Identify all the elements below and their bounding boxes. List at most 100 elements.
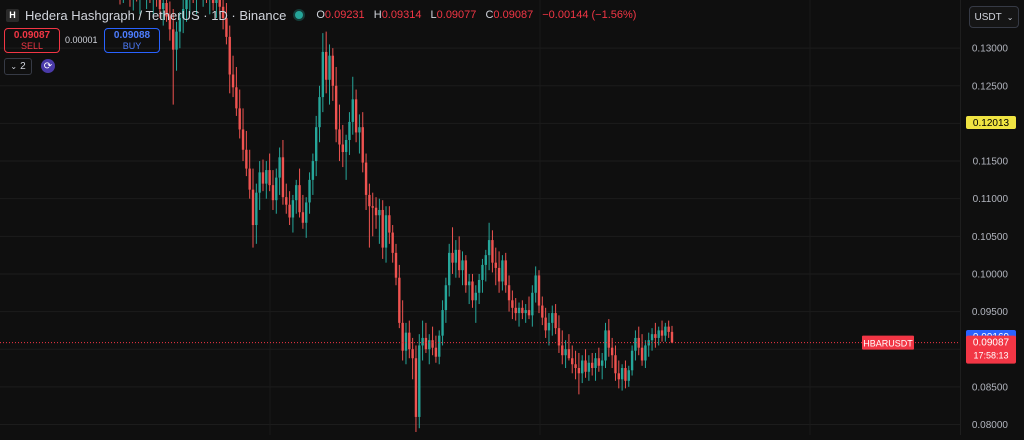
countdown-label: 17:58:13 <box>973 351 1008 361</box>
candle-body <box>281 157 285 198</box>
ohlc-open-key: O <box>316 9 325 21</box>
candle-body <box>321 51 325 98</box>
sell-label: SELL <box>20 40 44 51</box>
price-axis-border <box>960 0 961 435</box>
indicators-count: 2 <box>20 61 26 72</box>
candle-body <box>654 334 657 338</box>
candle-body <box>664 326 667 336</box>
candle-body <box>305 202 308 223</box>
candle-body <box>597 358 601 366</box>
ohlc-close-value: 0.09087 <box>493 9 534 21</box>
ohlc-high-key: H <box>373 9 382 21</box>
candle-body <box>604 330 607 361</box>
sell-button[interactable]: 0.09087 SELL <box>4 28 60 53</box>
buy-label: BUY <box>122 40 142 51</box>
candle-body <box>451 252 454 263</box>
candle-body <box>584 360 587 372</box>
candle-body <box>481 264 484 280</box>
price-axis[interactable]: 0.130000.125000.120000.115000.110000.105… <box>966 44 1016 431</box>
candle-body <box>251 189 255 226</box>
candle-body <box>334 85 338 130</box>
candle-body <box>388 215 391 233</box>
candle-body <box>308 179 311 203</box>
candle-body <box>411 349 414 359</box>
candle-body <box>551 313 554 323</box>
candle-body <box>295 185 298 201</box>
candle-body <box>324 51 328 80</box>
indicators-toggle[interactable]: ⌄ 2 <box>4 58 32 75</box>
candle-body <box>351 99 354 122</box>
candle-body <box>617 373 620 380</box>
currency-selector[interactable]: USDT ⌄ <box>969 6 1019 28</box>
candle-body <box>364 162 368 195</box>
candle-body <box>301 212 305 223</box>
price-marker <box>966 335 1016 364</box>
candle-body <box>557 328 561 346</box>
candle-body <box>424 337 428 350</box>
candle-body <box>404 332 408 351</box>
spread-value: 0.00001 <box>65 35 98 45</box>
candle-body <box>285 197 288 205</box>
candle-body <box>255 192 258 226</box>
symbol-title[interactable]: Hedera Hashgraph / TetherUS · 1D · Binan… <box>25 7 287 23</box>
candle-body <box>245 149 248 169</box>
candle-body <box>231 74 235 88</box>
candle-layer <box>119 0 674 432</box>
candle-body <box>474 292 478 301</box>
candle-body <box>667 326 670 332</box>
refresh-icon[interactable]: ⟳ <box>41 59 55 73</box>
candle-body <box>181 9 185 19</box>
candle-body <box>607 330 611 348</box>
candle-body <box>561 345 564 356</box>
candle-body <box>221 6 225 19</box>
candle-body <box>275 177 278 201</box>
candle-body <box>501 260 504 282</box>
candle-body <box>477 279 481 293</box>
candle-body <box>438 335 441 357</box>
candle-body <box>581 360 584 374</box>
candle-body <box>630 350 634 371</box>
candle-body <box>624 368 627 381</box>
y-tick-label: 0.10500 <box>972 232 1009 243</box>
candle-body <box>428 340 431 350</box>
candle-body <box>258 172 261 193</box>
candle-body <box>215 0 218 4</box>
candle-body <box>168 16 172 30</box>
candle-body <box>454 249 458 263</box>
candle-body <box>600 360 604 366</box>
chevron-down-icon: ⌄ <box>1006 12 1014 22</box>
candle-body <box>514 307 517 314</box>
candle-body <box>507 285 511 301</box>
candle-body <box>298 185 301 213</box>
candle-body <box>165 3 168 17</box>
overlay-layer: HBARUSDT <box>0 335 960 350</box>
candle-body <box>487 240 491 256</box>
candle-body <box>577 368 581 374</box>
candle-body <box>574 364 577 369</box>
candle-body <box>571 358 574 365</box>
sell-price: 0.09087 <box>13 29 51 41</box>
candle-body <box>401 322 404 351</box>
symbol-price-tag-label: HBARUSDT <box>863 339 913 349</box>
candle-body <box>650 334 654 341</box>
candle-body <box>354 99 358 133</box>
y-tick-label: 0.10000 <box>972 269 1009 280</box>
candle-body <box>660 330 664 336</box>
candle-body <box>341 144 344 153</box>
buy-button[interactable]: 0.09088 BUY <box>104 28 160 53</box>
y-tick-label: 0.08500 <box>972 382 1009 393</box>
candle-body <box>564 349 567 356</box>
symbol-price-tag <box>862 335 914 350</box>
candle-body <box>627 370 630 381</box>
candle-body <box>497 267 501 282</box>
candle-body <box>311 161 315 180</box>
candle-body <box>384 215 388 248</box>
candle-body <box>587 362 591 372</box>
candle-body <box>670 331 674 343</box>
candle-body <box>394 252 398 278</box>
candle-body <box>228 36 231 75</box>
candle-body <box>471 281 474 301</box>
candle-body <box>534 275 537 293</box>
